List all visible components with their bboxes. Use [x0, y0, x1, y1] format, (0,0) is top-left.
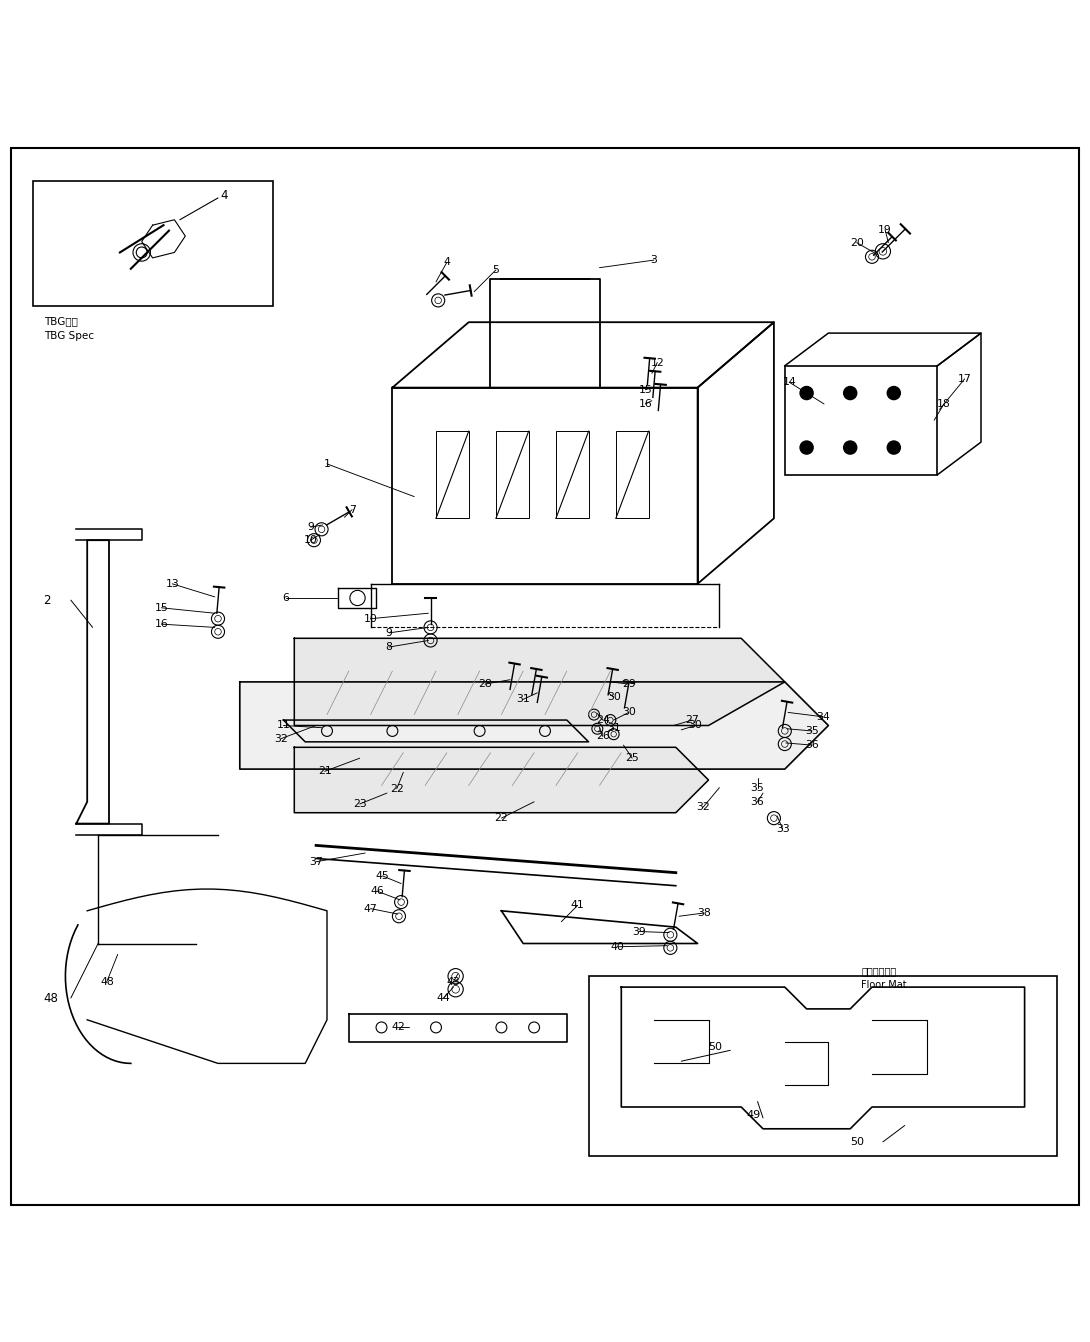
Text: 37: 37	[310, 856, 323, 867]
Text: フロアマット: フロアマット	[861, 966, 896, 976]
Text: 28: 28	[479, 679, 492, 688]
Text: 13: 13	[166, 578, 179, 589]
Text: 14: 14	[783, 377, 796, 386]
Text: 27: 27	[686, 715, 699, 725]
Text: 4: 4	[444, 258, 450, 267]
Text: 16: 16	[639, 399, 652, 409]
Text: 23: 23	[353, 798, 366, 809]
Bar	[556, 431, 589, 518]
Bar	[33, 181, 272, 306]
Text: 15: 15	[639, 385, 652, 395]
Text: 2: 2	[44, 593, 51, 607]
Text: 41: 41	[571, 900, 584, 910]
Text: 36: 36	[806, 741, 819, 750]
Text: 36: 36	[751, 797, 764, 807]
Text: TBG Spec: TBG Spec	[44, 331, 94, 341]
Text: 9: 9	[386, 628, 392, 637]
Text: 43: 43	[447, 977, 460, 986]
Text: 19: 19	[879, 224, 892, 235]
Bar	[496, 431, 529, 518]
Text: 10: 10	[364, 613, 377, 624]
Text: 48: 48	[100, 977, 113, 986]
Polygon shape	[240, 682, 828, 769]
Text: 47: 47	[364, 903, 377, 914]
Text: 32: 32	[275, 734, 288, 743]
Text: 11: 11	[277, 721, 290, 730]
Text: 33: 33	[776, 824, 789, 833]
Bar	[785, 366, 937, 475]
Circle shape	[887, 386, 900, 400]
Text: 18: 18	[937, 399, 950, 409]
Circle shape	[800, 442, 813, 454]
Circle shape	[887, 442, 900, 454]
Text: 45: 45	[376, 871, 389, 880]
Circle shape	[844, 386, 857, 400]
Bar	[589, 976, 1057, 1155]
Text: 30: 30	[689, 721, 702, 730]
Text: 7: 7	[349, 505, 355, 515]
Text: 17: 17	[958, 374, 971, 384]
Text: 22: 22	[390, 784, 403, 793]
Text: 30: 30	[607, 692, 620, 702]
Text: 29: 29	[622, 679, 635, 688]
Bar	[616, 431, 649, 518]
Text: 34: 34	[816, 711, 829, 722]
Text: 39: 39	[632, 926, 645, 937]
Text: 44: 44	[437, 993, 450, 1002]
Text: 35: 35	[806, 726, 819, 735]
Text: 9: 9	[307, 522, 314, 533]
Text: 30: 30	[622, 707, 635, 718]
Text: 46: 46	[371, 886, 384, 896]
Text: 21: 21	[318, 766, 331, 776]
Text: 15: 15	[155, 603, 168, 613]
Text: 32: 32	[697, 803, 710, 812]
Text: 31: 31	[517, 694, 530, 705]
Text: 25: 25	[626, 753, 639, 764]
Text: 12: 12	[651, 357, 664, 368]
Text: Floor Mat: Floor Mat	[861, 980, 907, 990]
Text: 10: 10	[304, 535, 317, 545]
Polygon shape	[294, 639, 785, 726]
Text: 42: 42	[391, 1023, 404, 1032]
Polygon shape	[294, 747, 708, 813]
Text: 16: 16	[155, 619, 168, 629]
Text: 49: 49	[747, 1110, 761, 1119]
Text: TBG仕様: TBG仕様	[44, 317, 77, 326]
Text: 35: 35	[751, 782, 764, 793]
Text: 50: 50	[850, 1137, 864, 1147]
Text: 50: 50	[708, 1041, 723, 1052]
Text: 40: 40	[610, 942, 623, 951]
Text: 26: 26	[596, 731, 609, 741]
Text: 8: 8	[386, 641, 392, 652]
Text: 1: 1	[324, 459, 330, 468]
Circle shape	[800, 386, 813, 400]
Text: 3: 3	[651, 255, 657, 266]
Bar	[436, 431, 469, 518]
Circle shape	[844, 442, 857, 454]
Text: 48: 48	[44, 992, 59, 1005]
Text: 20: 20	[850, 238, 863, 248]
Text: 5: 5	[493, 264, 499, 275]
Text: 4: 4	[220, 189, 228, 203]
Text: 22: 22	[495, 813, 508, 823]
Text: 31: 31	[607, 723, 620, 733]
Text: 6: 6	[282, 593, 289, 603]
Text: 24: 24	[596, 715, 609, 725]
Text: 38: 38	[698, 909, 711, 918]
